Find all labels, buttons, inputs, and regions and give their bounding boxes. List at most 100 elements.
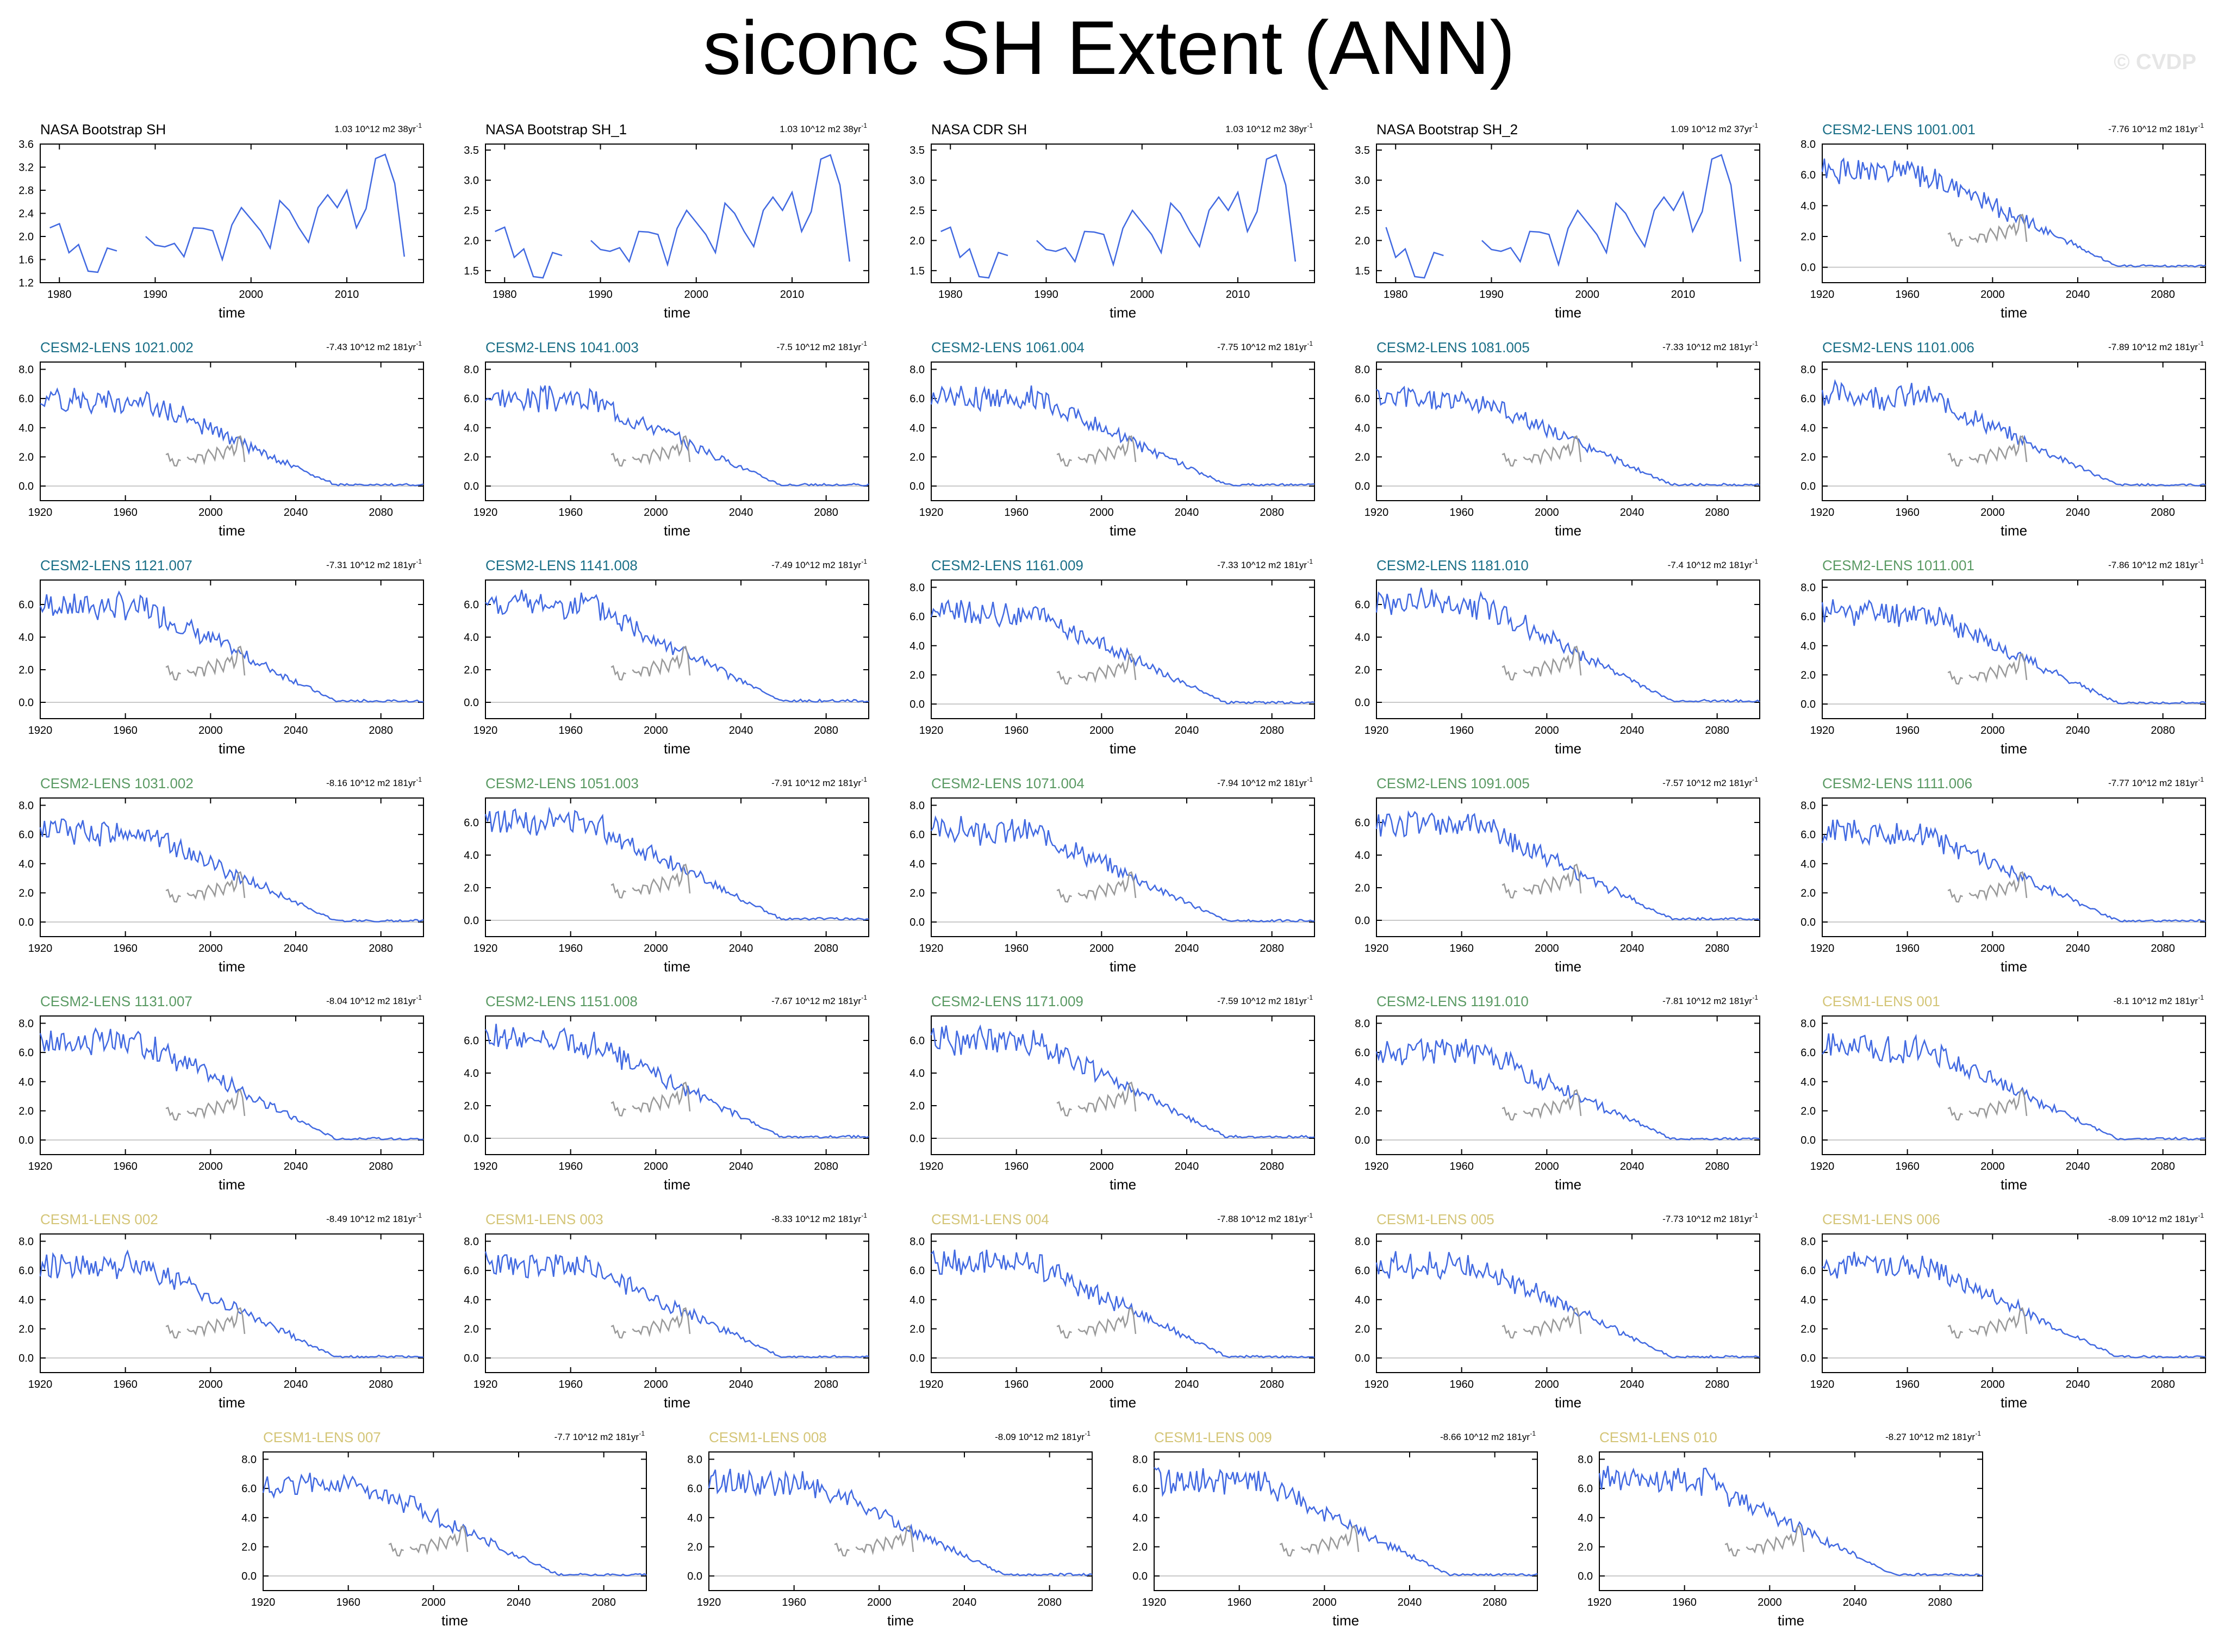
x-tick-label: 2040 [729,943,753,955]
panel-trend: -7.89 10^12 m2 181yr [2108,342,2198,352]
x-tick-label: 2000 [1089,725,1114,737]
y-tick-label: 2.0 [1800,451,1816,463]
x-tick-label: 2000 [1758,1597,1782,1609]
panel-title: CESM2-LENS 1131.007 [40,993,192,1009]
series-line [485,385,869,487]
panel-6: CESM2-LENS 1041.003 -7.5 10^12 m2 181yr -1… [464,339,869,539]
x-axis-label: time [1110,1176,1136,1193]
x-axis-label: time [1555,1176,1581,1193]
x-tick-label: 2080 [369,943,393,955]
panel-25: CESM1-LENS 002 -8.49 10^12 m2 181yr -1 0.0 2… [18,1211,424,1411]
y-tick-label: 4.0 [687,1512,702,1524]
x-tick-label: 2040 [507,1597,531,1609]
panel-frame [1822,579,2206,719]
panel-title: CESM2-LENS 1101.006 [1822,339,1974,356]
panel-frame [1376,1233,1760,1373]
x-tick-label: 2040 [284,943,308,955]
y-tick-label: 6.0 [909,1035,925,1047]
y-tick-label: 3.0 [1355,175,1370,187]
panel-27: CESM1-LENS 004 -7.88 10^12 m2 181yr -1 0.0 2… [909,1211,1315,1411]
x-axis-label: time [219,1394,245,1411]
x-tick-label: 1920 [919,1161,944,1173]
obs-overlay-line [1056,1081,1137,1117]
y-tick-label: 0.0 [1578,1570,1593,1582]
y-tick-label: 3.5 [909,145,925,157]
panel-20: CESM2-LENS 1131.007 -8.04 10^12 m2 181yr -… [18,993,424,1193]
y-tick-label: 2.0 [1132,1541,1148,1553]
y-tick-label: 8.0 [1800,1018,1816,1030]
x-tick-label: 2040 [1620,1161,1644,1173]
x-tick-label: 2000 [198,1379,223,1391]
x-axis-label: time [1778,1612,1804,1629]
panel-frame [1376,579,1760,719]
x-tick-label: 1960 [558,943,583,955]
panel-21: CESM2-LENS 1151.008 -7.67 10^12 m2 181yr -… [464,993,869,1193]
panel-title: CESM2-LENS 1091.005 [1376,775,1530,791]
x-tick-label: 2000 [198,943,223,955]
x-axis-label: time [1555,304,1581,321]
y-tick-label: 6.0 [18,1047,34,1059]
x-tick-label: 2040 [2066,289,2090,301]
x-axis-label: time [2001,1394,2027,1411]
x-tick-label: 1960 [558,507,583,519]
series-line [708,1468,1093,1576]
obs-overlay-line [1947,653,2028,685]
y-tick-label: 2.0 [1800,669,1816,681]
panel-frame [263,1451,647,1591]
x-tick-label: 2080 [1705,1161,1729,1173]
obs-overlay-line [610,1081,691,1117]
x-tick-label: 2000 [1980,289,2005,301]
x-tick-label: 2080 [1260,1379,1284,1391]
x-tick-label: 1960 [1004,1379,1029,1391]
y-tick-label: 0.0 [1800,917,1816,928]
y-tick-label: 0.0 [464,1133,479,1145]
panel-trend-sup: -1 [861,340,867,347]
x-tick-label: 1980 [493,289,517,301]
y-tick-label: 6.0 [1800,1265,1816,1277]
x-tick-label: 2080 [369,1379,393,1391]
panel-title: CESM1-LENS 008 [709,1429,827,1445]
x-axis-label: time [2001,740,2027,757]
panel-frame [1822,1015,2206,1155]
y-tick-label: 4.0 [464,422,479,434]
series-line [1375,588,1760,703]
panel-7: CESM2-LENS 1061.004 -7.75 10^12 m2 181yr -… [909,339,1315,539]
x-axis-label: time [887,1612,914,1629]
panel-trend: -7.33 10^12 m2 181yr [1217,560,1307,570]
series-line [1598,1466,1983,1576]
y-tick-label: 3.5 [1355,145,1370,157]
panel-trend: -7.75 10^12 m2 181yr [1217,342,1307,352]
x-tick-label: 1920 [697,1597,721,1609]
panel-trend: 1.03 10^12 m2 38yr [334,124,416,134]
y-tick-label: 4.0 [909,1068,925,1080]
series-line [1375,1251,1760,1358]
x-tick-label: 1920 [1365,1161,1389,1173]
x-tick-label: 2000 [1535,1161,1559,1173]
y-tick-label: 2.0 [1355,235,1370,247]
panel-trend-sup: -1 [1307,776,1313,783]
panel-trend: 1.03 10^12 m2 38yr [1225,124,1307,134]
panel-trend: -7.7 10^12 m2 181yr [554,1432,639,1442]
y-tick-label: 8.0 [1355,1236,1370,1248]
panel-trend: -7.73 10^12 m2 181yr [1662,1214,1752,1224]
x-tick-label: 2080 [1260,507,1284,519]
panel-frame [485,797,869,937]
x-tick-label: 1920 [473,943,498,955]
x-tick-label: 2080 [2151,289,2175,301]
series-line [1375,1038,1760,1140]
y-tick-label: 3.0 [909,175,925,187]
x-tick-label: 1960 [1895,1379,1920,1391]
obs-overlay-line [610,863,691,899]
y-tick-label: 0.0 [18,917,34,928]
panel-title: CESM2-LENS 1121.007 [40,557,192,573]
x-tick-label: 1960 [1449,1379,1474,1391]
panel-trend: -7.33 10^12 m2 181yr [1662,342,1752,352]
y-tick-label: 2.0 [909,887,925,899]
x-tick-label: 2000 [1980,1161,2005,1173]
x-tick-label: 2000 [1535,725,1559,737]
panel-10: CESM2-LENS 1121.007 -7.31 10^12 m2 181yr -… [18,557,424,757]
x-tick-label: 2000 [644,943,668,955]
x-tick-label: 1920 [1810,289,1835,301]
y-tick-label: 8.0 [909,364,925,376]
x-tick-label: 2080 [814,725,838,737]
